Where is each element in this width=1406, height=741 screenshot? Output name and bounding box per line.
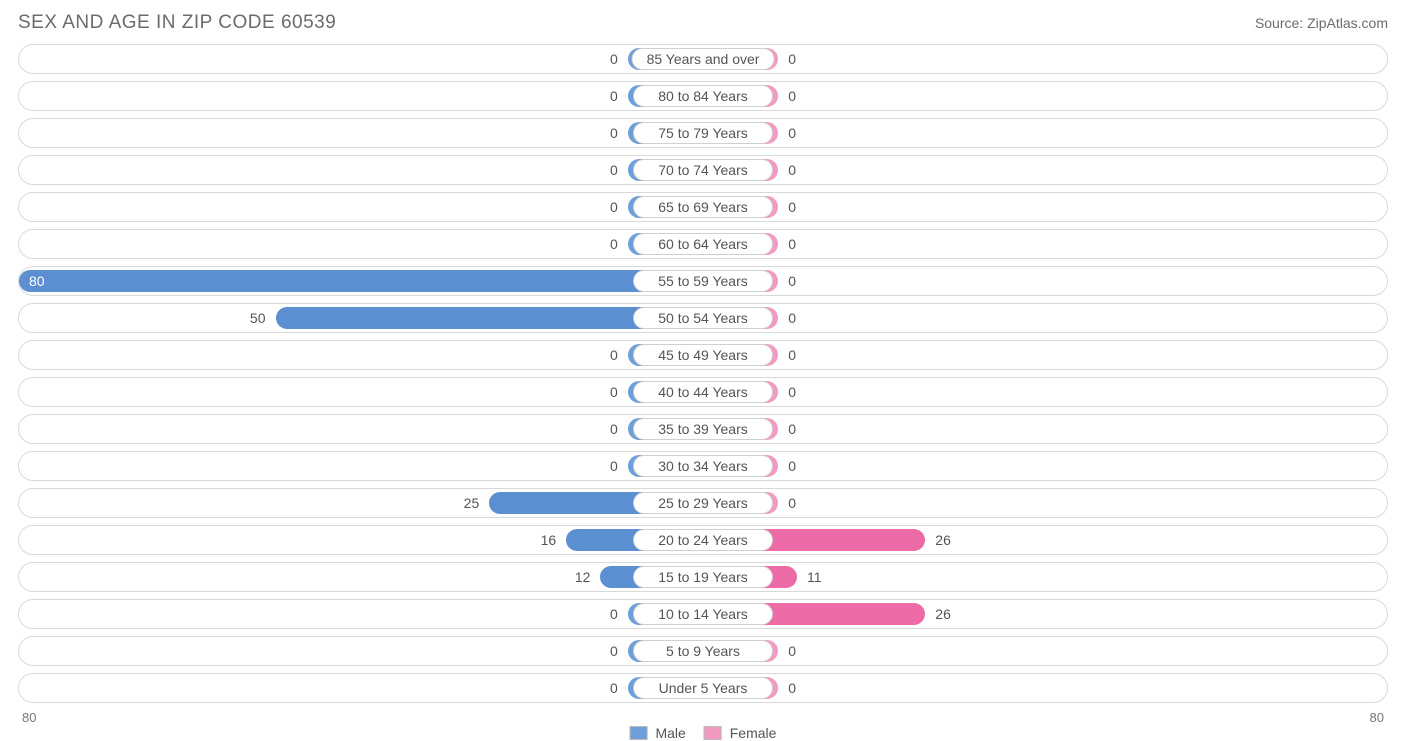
male-bar xyxy=(19,270,703,292)
age-group-label: 25 to 29 Years xyxy=(633,492,773,514)
female-value: 0 xyxy=(782,230,802,258)
male-value: 0 xyxy=(604,378,624,406)
age-group-label: 5 to 9 Years xyxy=(633,640,773,662)
chart-source: Source: ZipAtlas.com xyxy=(1255,15,1388,31)
age-group-label: 85 Years and over xyxy=(632,48,775,70)
age-group-label: 60 to 64 Years xyxy=(633,233,773,255)
pyramid-row: 0 0 60 to 64 Years xyxy=(18,229,1388,259)
male-value: 0 xyxy=(604,230,624,258)
pyramid-row: 0 0 5 to 9 Years xyxy=(18,636,1388,666)
chart-footer: 80 80 Male Female xyxy=(18,710,1388,732)
female-value: 0 xyxy=(782,489,802,517)
male-value: 0 xyxy=(604,637,624,665)
female-value: 0 xyxy=(782,82,802,110)
male-value: 0 xyxy=(604,600,624,628)
female-value: 0 xyxy=(782,341,802,369)
axis-max-right: 80 xyxy=(1370,710,1384,725)
pyramid-row: 0 0 85 Years and over xyxy=(18,44,1388,74)
population-pyramid: 0 0 85 Years and over 0 0 80 to 84 Years 0 0 75 … xyxy=(18,44,1388,703)
female-value: 0 xyxy=(782,304,802,332)
male-value: 0 xyxy=(604,415,624,443)
female-value: 26 xyxy=(929,526,957,554)
legend-swatch-male xyxy=(630,726,648,740)
age-group-label: 50 to 54 Years xyxy=(633,307,773,329)
chart-title: SEX AND AGE IN ZIP CODE 60539 xyxy=(18,12,336,34)
age-group-label: 45 to 49 Years xyxy=(633,344,773,366)
pyramid-row: 0 26 10 to 14 Years xyxy=(18,599,1388,629)
male-value: 0 xyxy=(604,156,624,184)
female-value: 0 xyxy=(782,45,802,73)
pyramid-row: 0 0 Under 5 Years xyxy=(18,673,1388,703)
age-group-label: 10 to 14 Years xyxy=(633,603,773,625)
male-value: 0 xyxy=(604,82,624,110)
age-group-label: 65 to 69 Years xyxy=(633,196,773,218)
pyramid-row: 0 0 35 to 39 Years xyxy=(18,414,1388,444)
pyramid-row: 0 0 75 to 79 Years xyxy=(18,118,1388,148)
male-value: 0 xyxy=(604,119,624,147)
age-group-label: 20 to 24 Years xyxy=(633,529,773,551)
chart-header: SEX AND AGE IN ZIP CODE 60539 Source: Zi… xyxy=(18,12,1388,34)
female-value: 0 xyxy=(782,452,802,480)
age-group-label: Under 5 Years xyxy=(633,677,773,699)
age-group-label: 15 to 19 Years xyxy=(633,566,773,588)
male-value: 0 xyxy=(604,452,624,480)
age-group-label: 35 to 39 Years xyxy=(633,418,773,440)
male-value: 16 xyxy=(535,526,563,554)
male-value: 12 xyxy=(569,563,597,591)
pyramid-row: 12 11 15 to 19 Years xyxy=(18,562,1388,592)
female-value: 0 xyxy=(782,119,802,147)
female-value: 0 xyxy=(782,674,802,702)
age-group-label: 40 to 44 Years xyxy=(633,381,773,403)
female-value: 0 xyxy=(782,415,802,443)
age-group-label: 30 to 34 Years xyxy=(633,455,773,477)
pyramid-row: 0 0 65 to 69 Years xyxy=(18,192,1388,222)
female-value: 11 xyxy=(801,563,828,591)
pyramid-row: 0 0 30 to 34 Years xyxy=(18,451,1388,481)
x-axis: 80 80 xyxy=(18,710,1388,725)
age-group-label: 80 to 84 Years xyxy=(633,85,773,107)
pyramid-row: 0 0 80 to 84 Years xyxy=(18,81,1388,111)
pyramid-row: 0 0 40 to 44 Years xyxy=(18,377,1388,407)
age-group-label: 55 to 59 Years xyxy=(633,270,773,292)
pyramid-row: 50 0 50 to 54 Years xyxy=(18,303,1388,333)
legend-swatch-female xyxy=(704,726,722,740)
female-value: 26 xyxy=(929,600,957,628)
male-value: 0 xyxy=(604,45,624,73)
male-value: 0 xyxy=(604,193,624,221)
male-value: 80 xyxy=(23,267,51,295)
male-value: 0 xyxy=(604,674,624,702)
pyramid-row: 25 0 25 to 29 Years xyxy=(18,488,1388,518)
age-group-label: 70 to 74 Years xyxy=(633,159,773,181)
pyramid-row: 0 0 70 to 74 Years xyxy=(18,155,1388,185)
female-value: 0 xyxy=(782,378,802,406)
pyramid-row: 0 0 45 to 49 Years xyxy=(18,340,1388,370)
pyramid-row: 80 0 55 to 59 Years xyxy=(18,266,1388,296)
male-value: 50 xyxy=(244,304,272,332)
axis-max-left: 80 xyxy=(22,710,36,725)
male-value: 0 xyxy=(604,341,624,369)
pyramid-row: 16 26 20 to 24 Years xyxy=(18,525,1388,555)
female-value: 0 xyxy=(782,637,802,665)
female-value: 0 xyxy=(782,267,802,295)
male-value: 25 xyxy=(458,489,486,517)
female-value: 0 xyxy=(782,156,802,184)
female-value: 0 xyxy=(782,193,802,221)
age-group-label: 75 to 79 Years xyxy=(633,122,773,144)
